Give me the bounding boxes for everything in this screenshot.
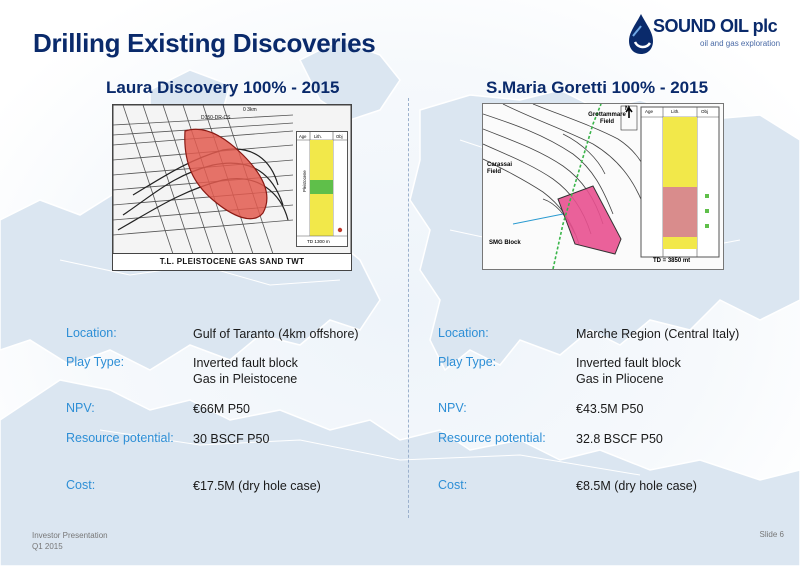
svg-text:Pleistocene: Pleistocene <box>302 170 307 192</box>
sound-oil-logo: SOUND OIL plc oil and gas exploration <box>626 10 786 60</box>
smg-contour-map <box>483 104 723 269</box>
cost-label: Cost: <box>66 478 96 492</box>
npv-label: NPV: <box>438 401 467 415</box>
svg-text:Age: Age <box>299 134 307 139</box>
play-type-line1: Inverted fault block <box>193 356 298 370</box>
svg-text:Obj: Obj <box>336 134 343 139</box>
play-type-line2: Gas in Pliocene <box>576 372 664 386</box>
left-section-title: Laura Discovery 100% - 2015 <box>106 78 340 97</box>
npv-label: NPV: <box>66 401 95 415</box>
play-type-line1: Inverted fault block <box>576 356 681 370</box>
location-label: Location: <box>66 326 117 340</box>
footer-info: Investor Presentation Q1 2015 <box>32 530 108 552</box>
column-divider <box>408 98 409 518</box>
grottammare-field-label: Grottammare Field <box>588 112 626 125</box>
smg-td-label: TD = 3850 mt <box>653 258 691 264</box>
cost-label: Cost: <box>438 478 468 492</box>
play-type-label: Play Type: <box>66 355 125 369</box>
svg-text:TD 1300 m: TD 1300 m <box>307 239 330 244</box>
laura-map-image: D150-DR-CS 0 3km Age Lith. Obj Pleistoce… <box>112 104 352 271</box>
laura-map-caption: T.L. PLEISTOCENE GAS SAND TWT <box>113 253 351 270</box>
right-section-title: S.Maria Goretti 100% - 2015 <box>486 78 709 97</box>
slide-number: Slide 6 <box>759 530 784 539</box>
seismic-line-label: D150-DR-CS <box>201 115 231 121</box>
oil-drop-icon <box>629 14 653 54</box>
smg-block-label: SMG Block <box>489 240 521 246</box>
carassai-field-label: Carassai Field <box>487 162 513 175</box>
laura-well-log: Age Lith. Obj Pleistocene TD 1300 m <box>296 131 348 247</box>
page-title: Drilling Existing Discoveries <box>33 28 376 58</box>
resource-label: Resource potential: <box>438 431 546 445</box>
logo-name: SOUND OIL plc <box>653 16 778 36</box>
resource-label: Resource potential: <box>66 431 174 445</box>
location-value: Gulf of Taranto (4km offshore) <box>193 327 359 341</box>
svg-text:Lith.: Lith. <box>314 134 322 139</box>
resource-value: 32.8 BSCF P50 <box>576 432 663 446</box>
npv-value: €43.5M P50 <box>576 402 644 416</box>
smg-map-image: N Grottammare Field Carassai Field SMG B… <box>482 103 724 270</box>
cost-value: €17.5M (dry hole case) <box>193 479 321 493</box>
cost-value: €8.5M (dry hole case) <box>576 479 697 493</box>
location-value: Marche Region (Central Italy) <box>576 327 740 341</box>
play-type-line2: Gas in Pleistocene <box>193 372 298 386</box>
logo-tagline: oil and gas exploration <box>700 39 781 48</box>
north-arrow-label: N <box>625 106 630 112</box>
footer-presentation: Investor Presentation <box>32 531 108 540</box>
play-type-label: Play Type: <box>438 355 497 369</box>
footer-period: Q1 2015 <box>32 542 63 551</box>
resource-value: 30 BSCF P50 <box>193 432 270 446</box>
npv-value: €66M P50 <box>193 402 250 416</box>
location-label: Location: <box>438 326 489 340</box>
scale-label: 0 3km <box>243 107 257 113</box>
laura-well-log-graphic: Age Lith. Obj Pleistocene TD 1300 m <box>297 132 347 246</box>
